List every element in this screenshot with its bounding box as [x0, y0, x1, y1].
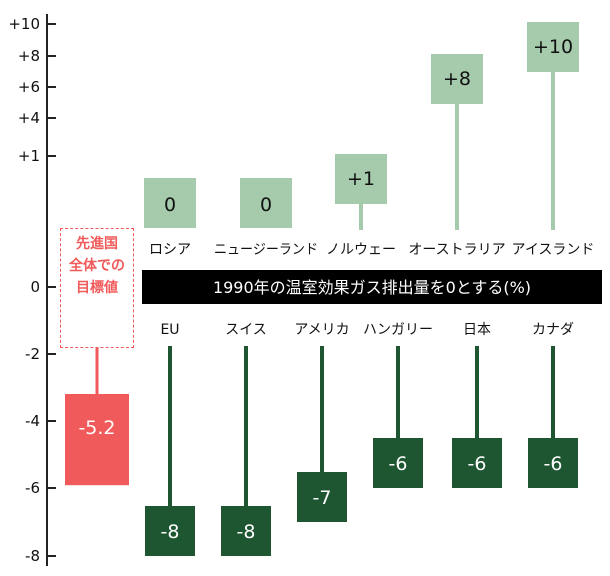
value-box	[240, 178, 292, 228]
y-tick-label: +6	[18, 78, 40, 96]
y-tick-label: 0	[30, 278, 40, 296]
data-label: +8	[443, 68, 471, 90]
data-label: +10	[533, 36, 573, 58]
category-label: ニュージーランド	[214, 242, 318, 258]
y-tick-label: +1	[18, 147, 40, 165]
category-label: 日本	[463, 322, 491, 338]
data-label: -6	[468, 453, 487, 475]
category-label: オーストラリア	[408, 242, 505, 258]
y-tick-label: +8	[18, 47, 40, 65]
category-label: ノルウェー	[326, 242, 396, 258]
data-label: 0	[164, 194, 176, 216]
value-box	[452, 438, 502, 488]
y-tick-label: -6	[25, 479, 40, 497]
value-box	[527, 22, 579, 72]
target-value-label: -5.2	[78, 417, 115, 439]
data-label: +1	[347, 168, 375, 190]
value-box	[528, 438, 578, 488]
value-box	[335, 154, 387, 204]
category-label: アメリカ	[294, 322, 349, 338]
value-box	[373, 438, 423, 488]
chart-title: 1990年の温室効果ガス排出量を0とする(%)	[213, 278, 531, 297]
zero-band	[142, 270, 602, 304]
value-box	[431, 54, 483, 104]
y-tick-label: +10	[8, 15, 40, 33]
target-line-2: 全体での	[69, 258, 125, 274]
category-label: ロシア	[149, 242, 191, 258]
target-label: 先進国 全体での 目標値	[60, 228, 134, 348]
data-label: -7	[313, 487, 332, 509]
target-line-1: 先進国	[76, 236, 118, 252]
category-label: スイス	[225, 322, 267, 338]
value-box	[221, 506, 271, 556]
y-tick-label: -8	[25, 547, 40, 565]
y-tick-label: -2	[25, 345, 40, 363]
data-label: -8	[161, 521, 180, 543]
data-label: -6	[544, 453, 563, 475]
target-line-3: 目標値	[76, 280, 118, 296]
y-tick-label: +4	[18, 109, 40, 127]
target-box	[65, 394, 129, 486]
y-tick-label: -4	[25, 412, 40, 430]
value-box	[297, 472, 347, 522]
data-label: 0	[260, 194, 272, 216]
category-label: アイスランド	[512, 242, 595, 258]
category-label: ハンガリー	[363, 322, 433, 338]
category-label: EU	[160, 322, 179, 338]
value-box	[145, 506, 195, 556]
category-label: カナダ	[532, 322, 574, 338]
data-label: -8	[237, 521, 256, 543]
data-label: -6	[389, 453, 408, 475]
value-box	[144, 178, 196, 228]
